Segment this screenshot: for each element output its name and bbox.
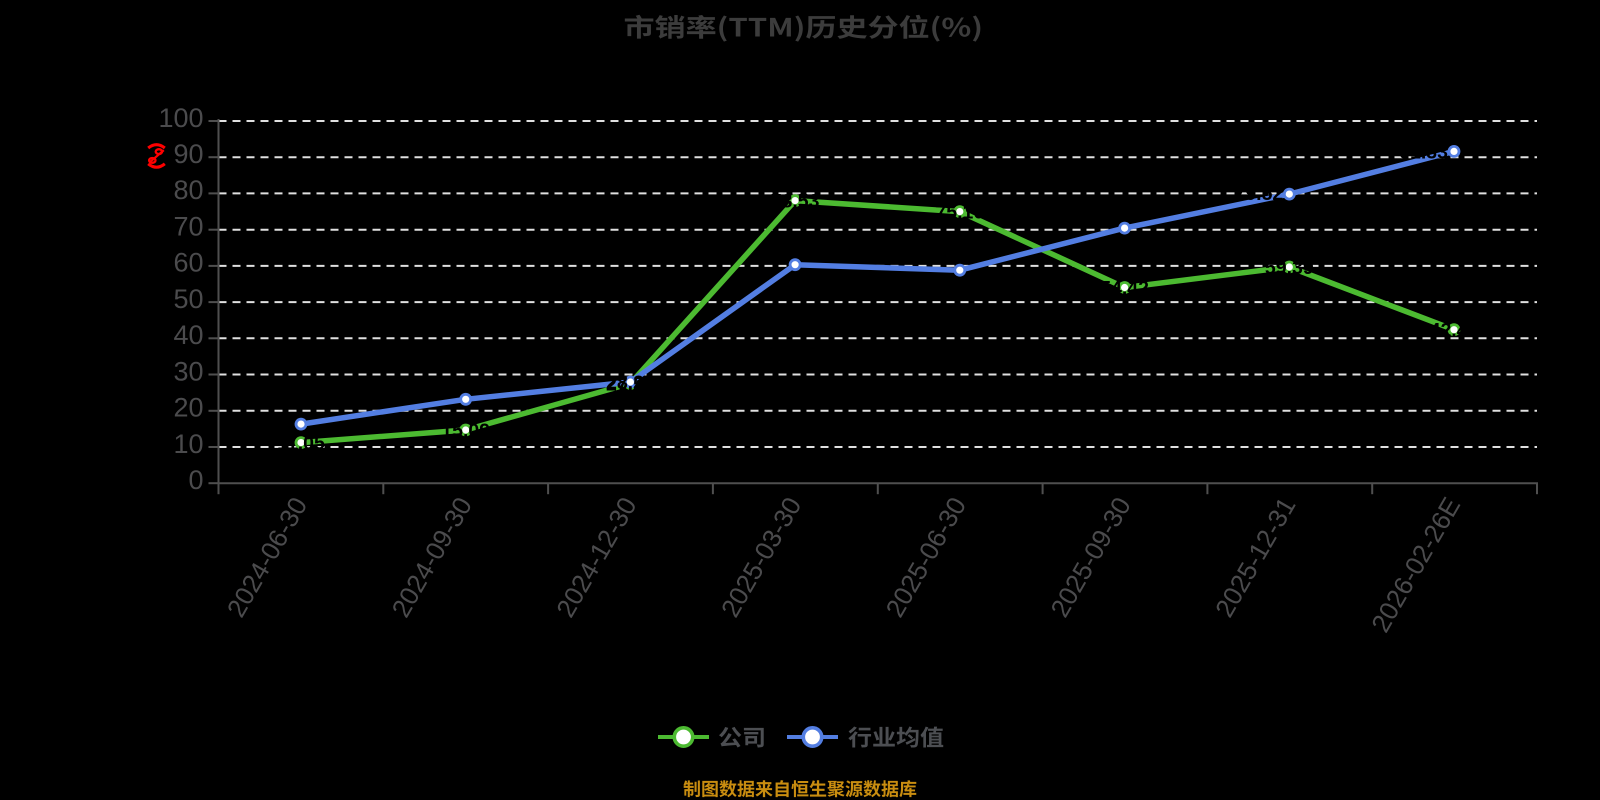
svg-text:100: 100 [158, 103, 203, 133]
svg-text:60: 60 [173, 248, 203, 278]
svg-text:80: 80 [173, 175, 203, 205]
svg-text:91.33: 91.33 [1399, 141, 1448, 163]
svg-text:27.55: 27.55 [606, 374, 655, 396]
svg-text:10: 10 [173, 429, 203, 459]
svg-text:15.09: 15.09 [441, 420, 490, 442]
svg-text:11.05: 11.05 [277, 433, 325, 455]
svg-text:20: 20 [173, 393, 203, 423]
svg-text:78.53: 78.53 [771, 191, 820, 213]
svg-text:42.42: 42.42 [1430, 320, 1479, 342]
svg-text:90: 90 [173, 139, 203, 169]
svg-text:54.42: 54.42 [1100, 278, 1149, 300]
svg-text:30: 30 [173, 356, 203, 386]
svg-text:28.22: 28.22 [606, 372, 655, 394]
svg-text:79.52: 79.52 [1234, 183, 1283, 205]
svg-text:40: 40 [173, 320, 203, 350]
svg-text:75.10: 75.10 [935, 202, 984, 224]
svg-text:59.39: 59.39 [1265, 257, 1314, 279]
svg-text:50: 50 [173, 284, 203, 314]
svg-text:70: 70 [173, 212, 203, 242]
svg-text:0: 0 [188, 465, 203, 495]
